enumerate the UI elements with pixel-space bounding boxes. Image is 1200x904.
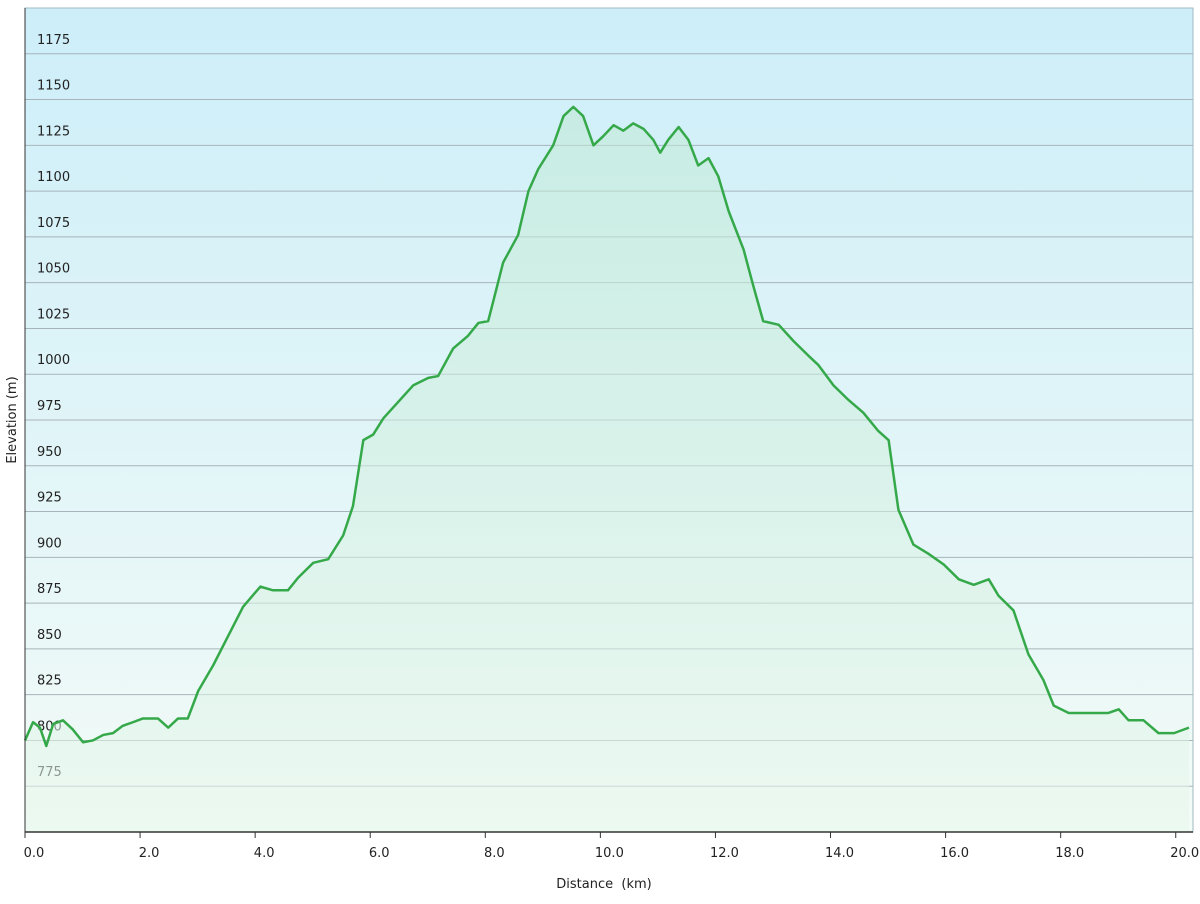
y-tick-label: 1050 [37, 262, 70, 277]
x-tick-label: 10.0 [595, 846, 624, 861]
x-tick-label: 6.0 [369, 846, 390, 861]
y-tick-label: 1150 [37, 79, 70, 94]
x-tick-label: 0.0 [24, 846, 45, 861]
y-tick-label: 1075 [37, 216, 70, 231]
x-tick-label: 14.0 [825, 846, 854, 861]
x-tick-label: 12.0 [710, 846, 739, 861]
y-tick-label: 950 [37, 445, 62, 460]
y-axis-label: Elevation (m) [5, 376, 20, 463]
x-tick-label: 4.0 [254, 846, 275, 861]
y-tick-label: 875 [37, 582, 62, 597]
y-tick-label: 975 [37, 399, 62, 414]
y-tick-label: 850 [37, 628, 62, 643]
y-tick-label: 1000 [37, 353, 70, 368]
y-tick-label: 1100 [37, 170, 70, 185]
y-tick-label: 925 [37, 491, 62, 506]
x-axis-label: Distance (km) [556, 877, 651, 892]
y-tick-label: 1025 [37, 307, 70, 322]
x-tick-label: 18.0 [1055, 846, 1084, 861]
x-tick-label: 16.0 [940, 846, 969, 861]
y-tick-label: 825 [37, 674, 62, 689]
x-tick-label: 2.0 [139, 846, 160, 861]
y-tick-label: 900 [37, 536, 62, 551]
y-tick-label: 1175 [37, 33, 70, 48]
elevation-area [25, 106, 1189, 832]
x-tick-label: 8.0 [484, 846, 505, 861]
y-tick-label: 1125 [37, 124, 70, 139]
elevation-line [23, 105, 1190, 748]
x-tick-label: 20.0 [1170, 846, 1199, 861]
